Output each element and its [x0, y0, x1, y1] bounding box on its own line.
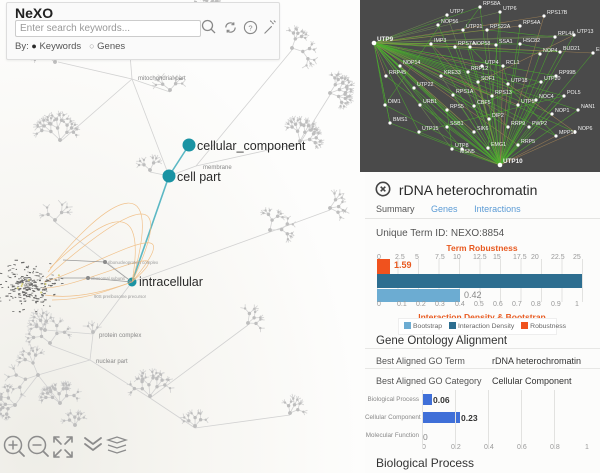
- svg-text:UTP18: UTP18: [511, 78, 528, 84]
- svg-text:NOP6: NOP6: [578, 126, 592, 132]
- svg-text:intracellular: intracellular: [139, 275, 203, 289]
- svg-text:RRP45: RRP45: [389, 70, 406, 76]
- svg-text:ribosomal subunit: ribosomal subunit: [91, 276, 125, 281]
- svg-text:POL5: POL5: [567, 90, 581, 96]
- svg-text:KRE33: KRE33: [444, 70, 461, 76]
- svg-text:RRP12: RRP12: [471, 66, 488, 72]
- svg-text:CBF5: CBF5: [477, 100, 491, 106]
- svg-text:NOP1: NOP1: [555, 108, 569, 114]
- svg-text:?: ?: [248, 23, 252, 32]
- svg-text:cell part: cell part: [177, 170, 221, 184]
- svg-text:90S preribosome precursor: 90S preribosome precursor: [94, 294, 147, 299]
- svg-text:UTP13: UTP13: [577, 29, 594, 35]
- svg-text:DIM1: DIM1: [388, 99, 401, 105]
- svg-text:UTP4: UTP4: [485, 60, 499, 66]
- svg-text:UTP5: UTP5: [521, 99, 535, 105]
- svg-text:IMP3: IMP3: [434, 38, 446, 44]
- svg-text:SOF1: SOF1: [481, 76, 495, 82]
- svg-text:EMG1: EMG1: [491, 142, 506, 148]
- svg-text:NAN1: NAN1: [581, 104, 595, 110]
- svg-text:RCL1: RCL1: [506, 60, 520, 66]
- svg-text:MPP10: MPP10: [559, 130, 576, 136]
- svg-text:RPS4A: RPS4A: [523, 20, 541, 26]
- svg-text:nuclear part: nuclear part: [96, 359, 128, 365]
- svg-text:protein complex: protein complex: [99, 333, 141, 339]
- svg-text:RPS1A: RPS1A: [456, 89, 474, 95]
- svg-text:UTP9: UTP9: [377, 36, 394, 43]
- svg-text:MSN5: MSN5: [460, 149, 475, 155]
- svg-text:SIK6: SIK6: [477, 126, 489, 132]
- svg-text:RP99B: RP99B: [559, 70, 576, 76]
- svg-text:PWP2: PWP2: [532, 121, 547, 127]
- svg-text:NOP4: NOP4: [543, 48, 557, 54]
- svg-text:DIP2: DIP2: [492, 113, 504, 119]
- svg-text:RRP9: RRP9: [511, 121, 525, 127]
- svg-text:mitochondrial part: mitochondrial part: [138, 76, 186, 82]
- svg-text:URB1: URB1: [423, 99, 437, 105]
- svg-text:UTP7: UTP7: [450, 9, 464, 15]
- svg-text:RPS8A: RPS8A: [483, 1, 501, 7]
- svg-text:NOP56: NOP56: [441, 19, 458, 25]
- svg-text:UTP21: UTP21: [466, 24, 483, 30]
- svg-text:SSA1: SSA1: [499, 39, 513, 45]
- svg-text:ribonucleoprotein complex: ribonucleoprotein complex: [108, 260, 159, 265]
- svg-text:RPS5: RPS5: [450, 104, 464, 110]
- svg-text:UTP22: UTP22: [417, 82, 434, 88]
- svg-text:RRP5: RRP5: [521, 139, 535, 145]
- svg-text:UTP10: UTP10: [503, 158, 523, 165]
- svg-text:HSC82: HSC82: [523, 38, 540, 44]
- svg-text:RPS22A: RPS22A: [490, 24, 511, 30]
- svg-text:SSB1: SSB1: [450, 121, 464, 127]
- svg-text:ENP1: ENP1: [596, 47, 600, 53]
- svg-text:UTP15: UTP15: [422, 126, 439, 132]
- svg-text:RPS17B: RPS17B: [547, 10, 568, 16]
- svg-text:cellular_component: cellular_component: [197, 139, 306, 153]
- svg-text:UTP20: UTP20: [544, 76, 561, 82]
- svg-text:RPL4A: RPL4A: [558, 31, 575, 37]
- svg-text:RPS13: RPS13: [495, 90, 512, 96]
- svg-text:NOC4: NOC4: [539, 94, 554, 100]
- svg-text:BUD21: BUD21: [563, 46, 580, 52]
- svg-text:NOP58: NOP58: [473, 41, 490, 47]
- svg-text:NOP14: NOP14: [403, 60, 420, 66]
- svg-text:UTP6: UTP6: [503, 6, 517, 12]
- svg-text:BMS1: BMS1: [393, 117, 407, 123]
